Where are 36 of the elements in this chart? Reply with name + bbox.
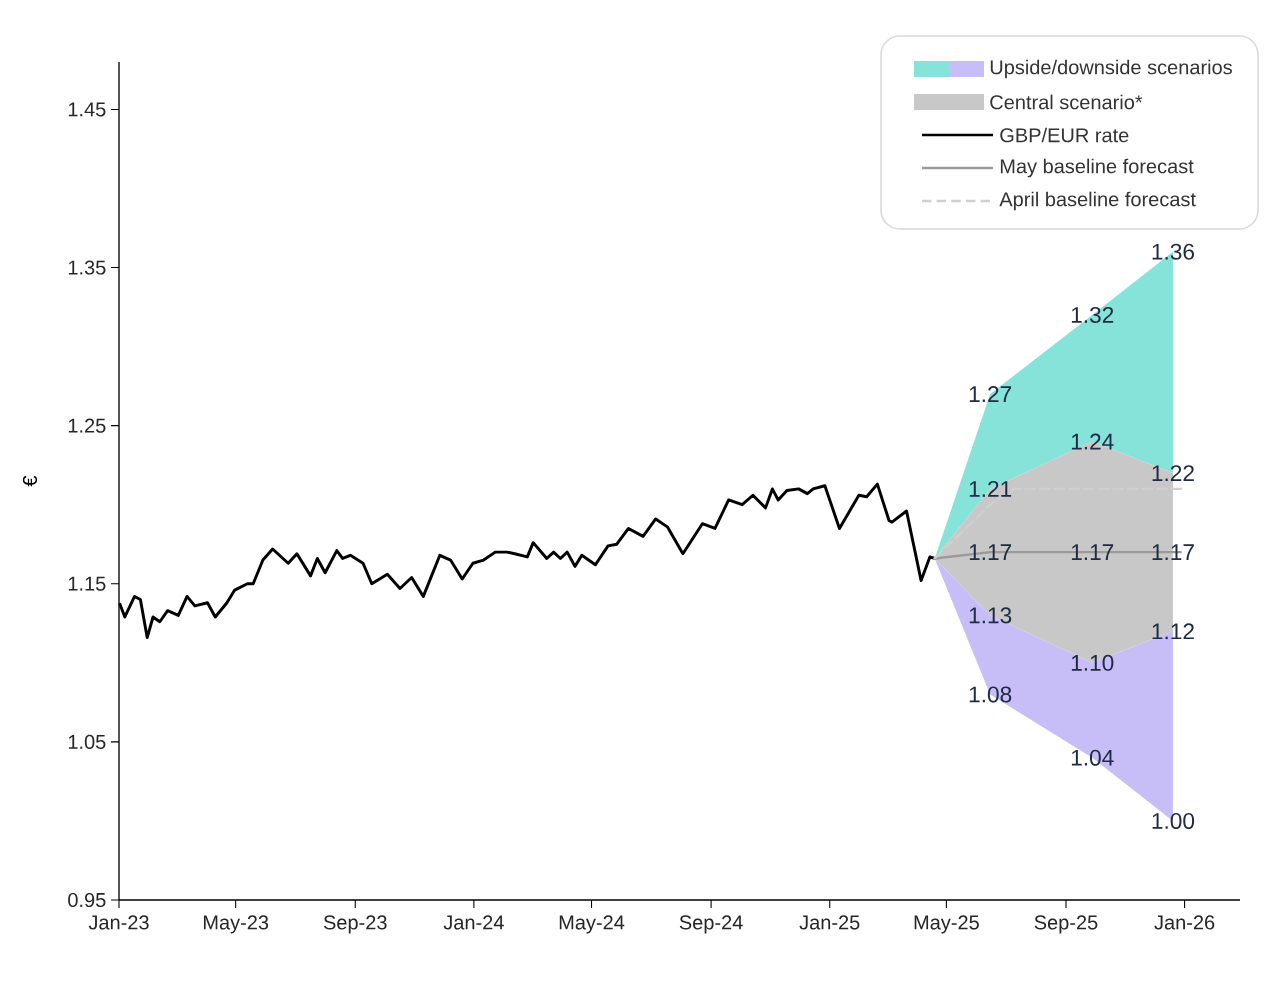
legend-label: April baseline forecast [999, 191, 1196, 211]
annotation: 1.00 [1152, 812, 1195, 829]
annotation: 1.10 [1071, 654, 1114, 671]
x-tick-label: Jan-23 [88, 915, 149, 930]
annotation: 1.17 [969, 544, 1012, 560]
x-tick-label: May-24 [559, 915, 625, 934]
annotation: 1.24 [1071, 433, 1114, 450]
legend-label: GBP/EUR rate [1000, 127, 1129, 143]
annotation: 1.27 [969, 386, 1012, 402]
x-tick-label: May-25 [914, 915, 979, 934]
annotation: 1.08 [969, 686, 1012, 703]
legend-label: Central scenario* [990, 94, 1143, 110]
x-tick-label: Jan-25 [799, 915, 860, 930]
x-tick-label: Sep-24 [679, 915, 743, 934]
x-tick-label: Sep-23 [323, 915, 387, 934]
y-tick-label: 1.25 [68, 418, 106, 433]
y-tick-label: 1.05 [68, 734, 106, 749]
annotation: 1.36 [1152, 243, 1194, 260]
annotation: 1.12 [1152, 623, 1194, 640]
annotation: 1.04 [1071, 749, 1114, 766]
x-tick-label: May-23 [203, 915, 269, 934]
annotation: 1.17 [1152, 544, 1194, 560]
x-tick-label: Jan-26 [1154, 915, 1215, 930]
legend-label: Upside/downside scenarios [990, 59, 1232, 79]
annotation: 1.22 [1152, 465, 1194, 482]
y-tick-label: 1.15 [68, 576, 106, 591]
legend-label: May baseline forecast [1000, 158, 1194, 178]
x-tick-label: Sep-25 [1034, 915, 1098, 934]
y-tick-label: 1.35 [68, 260, 106, 275]
x-tick-label: Jan-24 [443, 915, 504, 930]
annotation: 1.17 [1071, 544, 1114, 560]
annotation: 1.21 [969, 480, 1012, 497]
annotation: 1.13 [969, 607, 1012, 624]
y-axis-title: € [22, 475, 38, 487]
y-tick-label: 1.45 [68, 102, 106, 117]
y-tick-label: 0.95 [68, 892, 106, 908]
